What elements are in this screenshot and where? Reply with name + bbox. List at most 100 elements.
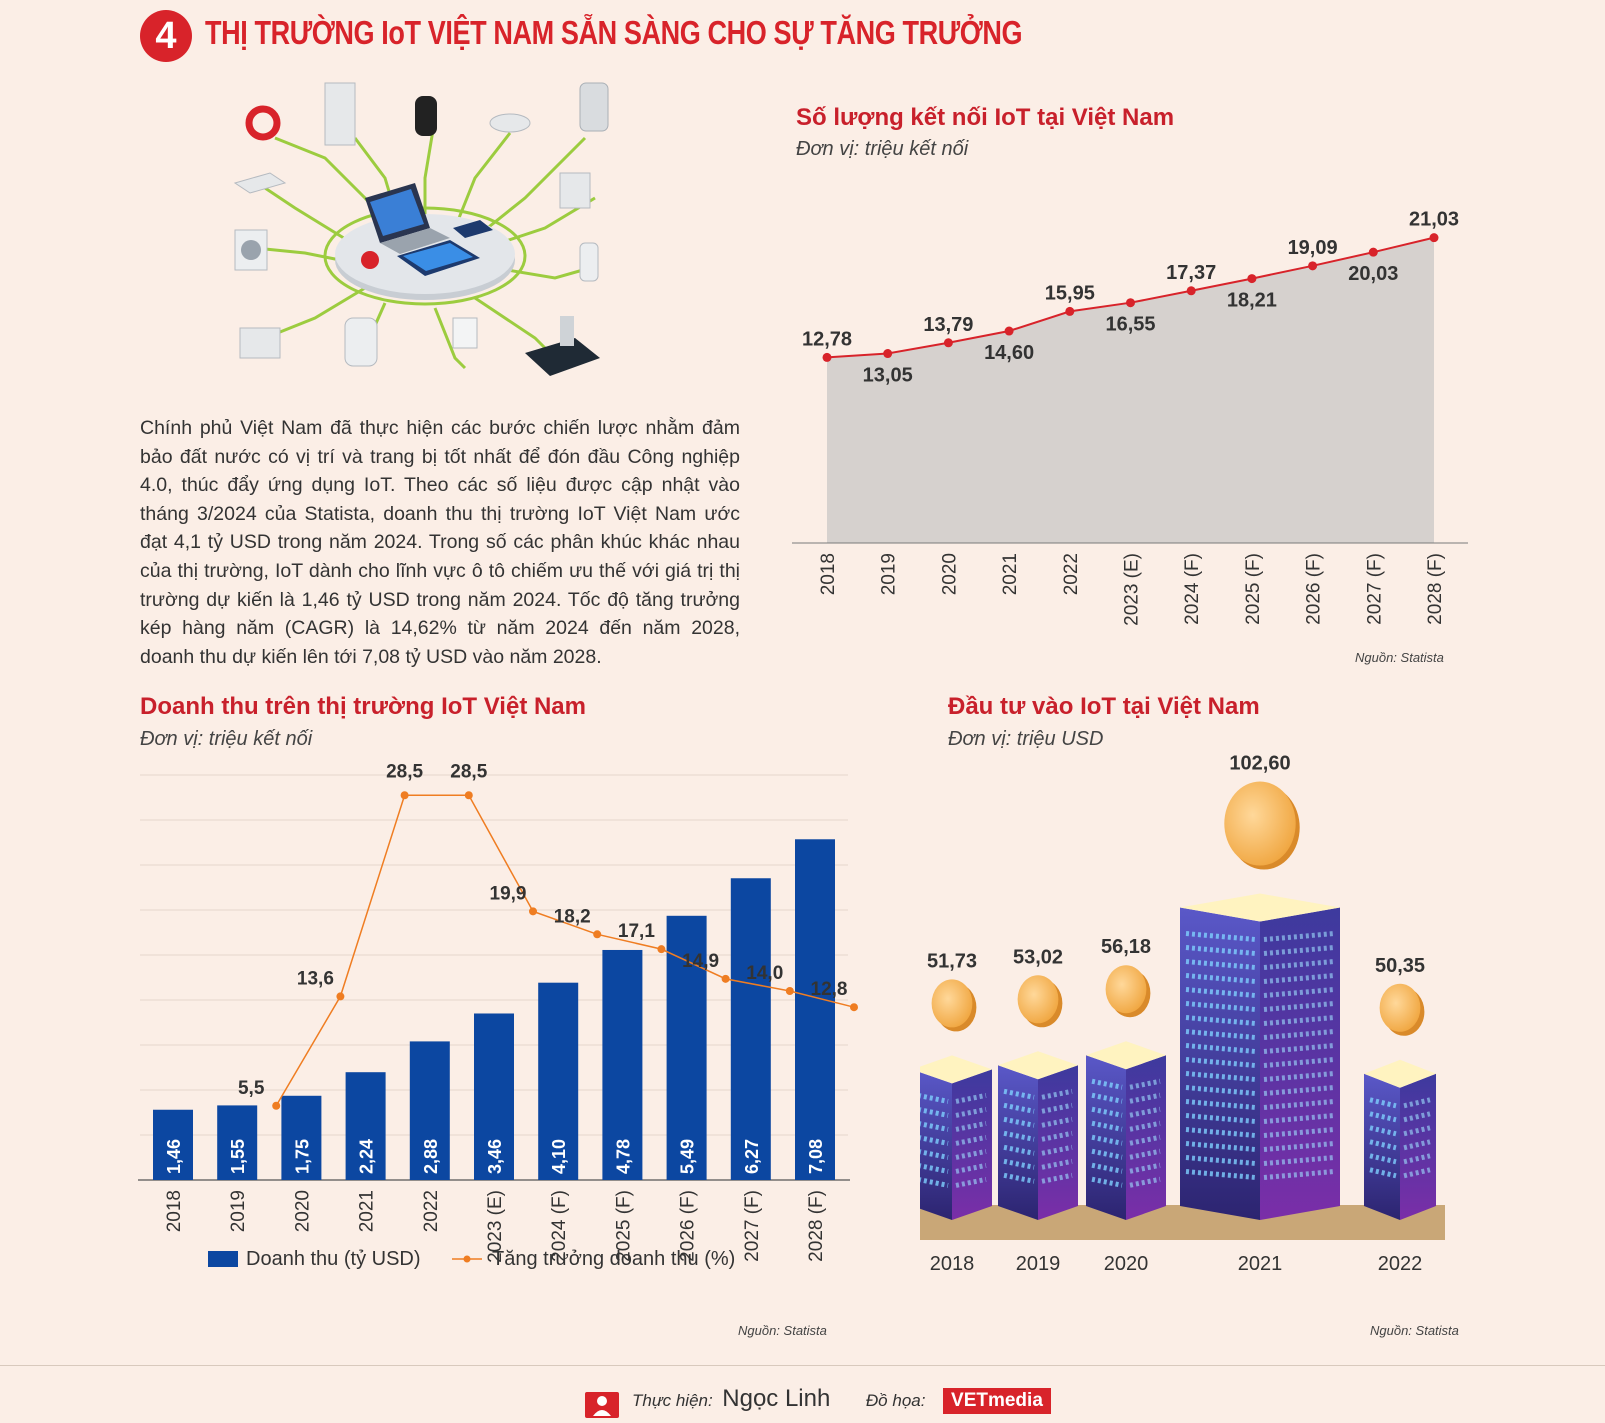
connections-point-2022 — [1065, 306, 1075, 316]
connections-x-tick: 2026 (F) — [1304, 553, 1325, 625]
legend-growth-marker — [463, 1255, 471, 1263]
growth-value-label: 14,0 — [746, 963, 783, 984]
growth-point-2020 — [336, 992, 345, 1001]
connections-point-2028 (F) — [1429, 233, 1439, 243]
revenue-bar-label: 7,08 — [806, 1139, 826, 1174]
growth-value-label: 28,5 — [450, 761, 487, 782]
growth-point-2019 — [272, 1101, 281, 1110]
revenue-bar-2025 (F) — [602, 949, 643, 1180]
connections-x-tick: 2028 (F) — [1425, 553, 1446, 625]
revenue-x-tick: 2021 — [357, 1190, 378, 1232]
legend-growth-label: Tăng trưởng doanh thu (%) — [492, 1248, 735, 1270]
revenue-bar-label: 6,27 — [742, 1139, 762, 1174]
growth-value-label: 17,1 — [618, 921, 655, 942]
growth-point-2023 (E) — [529, 907, 537, 916]
investment-building-2018 — [920, 1055, 992, 1220]
intro-paragraph: Chính phủ Việt Nam đã thực hiện các bước… — [140, 417, 740, 668]
connections-point-2021 — [1004, 326, 1014, 336]
revenue-x-tick: 2023 (E) — [485, 1190, 506, 1263]
revenue-bar-label: 5,49 — [678, 1139, 698, 1174]
connections-value-label: 20,03 — [1348, 263, 1398, 285]
connections-x-tick: 2024 (F) — [1182, 553, 1203, 625]
connections-value-label: 19,09 — [1288, 237, 1338, 259]
connections-value-label: 12,78 — [802, 328, 852, 350]
growth-point-2021 — [400, 791, 409, 800]
growth-point-2026 (F) — [721, 974, 730, 983]
revenue-source: Nguồn: Statista — [738, 1323, 827, 1338]
connections-x-tick: 2027 (F) — [1364, 553, 1385, 625]
connections-point-2018 — [822, 352, 832, 362]
revenue-bar-2023 (E) — [474, 1013, 514, 1180]
connections-point-2020 — [943, 338, 953, 348]
revenue-x-tick: 2018 — [164, 1190, 185, 1232]
connections-value-label: 18,21 — [1227, 290, 1277, 312]
connections-x-tick: 2025 (F) — [1243, 553, 1264, 625]
footer-divider — [0, 1365, 1605, 1366]
section-number-badge: 4 — [140, 10, 192, 62]
investment-source: Nguồn: Statista — [1370, 1323, 1459, 1338]
revenue-bar-2019 — [217, 1105, 258, 1180]
revenue-x-tick: 2028 (F) — [806, 1190, 827, 1262]
connections-point-2027 (F) — [1368, 247, 1378, 257]
investment-x-tick: 2022 — [1378, 1253, 1423, 1275]
legend-revenue-swatch — [208, 1251, 238, 1267]
revenue-x-tick: 2022 — [421, 1190, 442, 1232]
investment-value-label: 51,73 — [927, 950, 977, 972]
iot-devices-illustration — [233, 82, 609, 376]
revenue-bar-2028 (F) — [795, 839, 835, 1180]
connections-value-label: 13,05 — [863, 365, 913, 387]
connections-point-2024 (F) — [1186, 286, 1196, 296]
growth-value-label: 28,5 — [386, 761, 423, 782]
connections-chart-unit: Đơn vị: triệu kết nối — [796, 138, 969, 160]
revenue-bar-2021 — [345, 1072, 386, 1180]
connections-value-label: 14,60 — [984, 342, 1034, 364]
investment-chart-title: Đầu tư vào IoT tại Việt Nam — [948, 693, 1260, 720]
connections-x-tick: 2019 — [879, 553, 900, 595]
revenue-bar-label: 4,78 — [613, 1139, 633, 1174]
connections-area-chart: 12,78 2018 13,05 2019 13,79 2020 14,60 2021 15,9… — [792, 209, 1468, 626]
connections-value-label: 21,03 — [1409, 209, 1459, 231]
graphics-label: Đồ họa: — [865, 1391, 926, 1410]
revenue-bar-label: 1,75 — [292, 1139, 312, 1174]
growth-point-2024 (F) — [593, 930, 602, 939]
revenue-x-tick: 2020 — [292, 1190, 313, 1232]
made-by-name: Ngọc Linh — [722, 1385, 831, 1412]
connections-x-tick: 2020 — [939, 553, 960, 595]
connections-point-2023 (E) — [1126, 298, 1135, 308]
revenue-bar-line-chart: 1,46 2018 1,55 2019 1,75 2020 2,24 2021 2,88 2022… — [138, 761, 858, 1270]
revenue-x-tick: 2025 (F) — [613, 1190, 634, 1262]
revenue-x-tick: 2027 (F) — [742, 1190, 763, 1262]
revenue-chart-unit: Đơn vị: triệu kết nối — [140, 728, 313, 750]
investment-building-chart: 51,73 2018 53,02 2019 56,18 2020 102,60 2021 50,… — [920, 753, 1445, 1275]
growth-value-label: 14,9 — [682, 951, 719, 972]
investment-value-label: 53,02 — [1013, 946, 1063, 968]
investment-building-2020 — [1086, 1041, 1166, 1220]
connections-x-tick: 2022 — [1061, 553, 1082, 595]
growth-value-label: 18,2 — [554, 906, 591, 927]
connections-value-label: 13,79 — [923, 314, 973, 336]
revenue-bar-2026 (F) — [666, 915, 707, 1180]
investment-building-2019 — [998, 1051, 1078, 1220]
connections-point-2019 — [883, 349, 893, 359]
growth-line — [275, 794, 855, 1107]
investment-value-label: 50,35 — [1375, 955, 1425, 977]
connections-x-tick: 2018 — [818, 553, 839, 595]
connections-value-label: 15,95 — [1045, 282, 1095, 304]
connections-point-2025 (F) — [1247, 274, 1257, 284]
growth-point-2028 (F) — [850, 1003, 858, 1012]
growth-point-2027 (F) — [785, 987, 794, 995]
coin-icon — [931, 979, 973, 1028]
author-icon — [585, 1392, 619, 1418]
investment-chart-unit: Đơn vị: triệu USD — [948, 728, 1104, 750]
connections-x-tick: 2023 (E) — [1122, 553, 1143, 626]
revenue-bar-label: 2,88 — [421, 1139, 441, 1174]
investment-ground — [920, 1205, 1445, 1240]
revenue-x-tick: 2019 — [228, 1190, 249, 1232]
made-by-label: Thực hiện: — [632, 1391, 713, 1410]
growth-value-label: 19,9 — [490, 883, 527, 904]
coin-icon — [1379, 983, 1421, 1032]
revenue-x-tick: 2024 (F) — [549, 1190, 570, 1262]
investment-building-2022 — [1364, 1059, 1436, 1220]
connections-x-tick: 2021 — [1000, 553, 1021, 595]
investment-x-tick: 2020 — [1104, 1253, 1149, 1275]
